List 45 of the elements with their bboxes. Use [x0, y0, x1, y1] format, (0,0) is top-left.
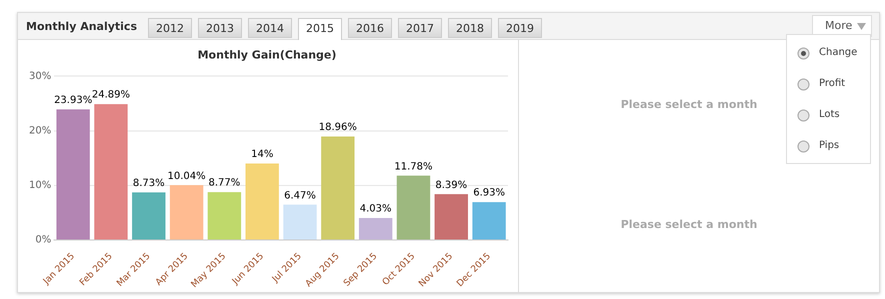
bar: [396, 176, 430, 240]
text: Change: [819, 46, 858, 60]
text: 2019: [498, 18, 542, 38]
text: Please select a month: [620, 98, 758, 111]
bar: [246, 164, 279, 240]
bar: [208, 192, 242, 240]
bar: [358, 218, 392, 240]
bar: [94, 104, 128, 240]
text: Lots: [819, 108, 840, 122]
text: 2018: [448, 18, 492, 38]
text: More: [812, 15, 872, 37]
data-label: 8.73%: [132, 178, 165, 189]
text: Pips: [819, 139, 840, 153]
y-tick-label: 0%: [35, 234, 52, 246]
text: 2017: [398, 18, 442, 38]
bar: [170, 185, 204, 240]
text: Profit: [819, 77, 846, 91]
bar: [321, 136, 355, 240]
bar: [434, 194, 468, 240]
data-label: 8.77%: [208, 178, 240, 189]
text: Please select a month: [620, 218, 758, 231]
text: 2016: [348, 18, 392, 38]
chart-title: Monthly Gain(Change): [198, 48, 336, 62]
y-tick-label: 10%: [28, 180, 52, 191]
bar: [132, 192, 166, 240]
data-label: 11.78%: [394, 161, 433, 172]
data-label: 18.96%: [318, 122, 357, 134]
bar: [56, 109, 90, 240]
data-label: 6.47%: [284, 190, 316, 202]
text: 2012: [148, 18, 192, 38]
bar: [472, 202, 506, 240]
data-label: 6.93%: [473, 188, 505, 199]
data-label: 24.89%: [92, 90, 130, 101]
data-label: 10.04%: [168, 170, 206, 182]
y-tick-label: 20%: [28, 125, 52, 136]
data-label: 4.03%: [360, 204, 392, 215]
data-label: 23.93%: [54, 94, 92, 106]
bar: [283, 204, 317, 240]
text: 2015: [298, 18, 342, 40]
data-label: 14%: [251, 149, 274, 160]
data-label: 8.39%: [435, 180, 468, 191]
y-tick-label: 30%: [28, 70, 52, 82]
text: 2014: [248, 18, 292, 38]
text: Monthly Analytics: [26, 20, 137, 33]
text: 2013: [198, 18, 242, 38]
